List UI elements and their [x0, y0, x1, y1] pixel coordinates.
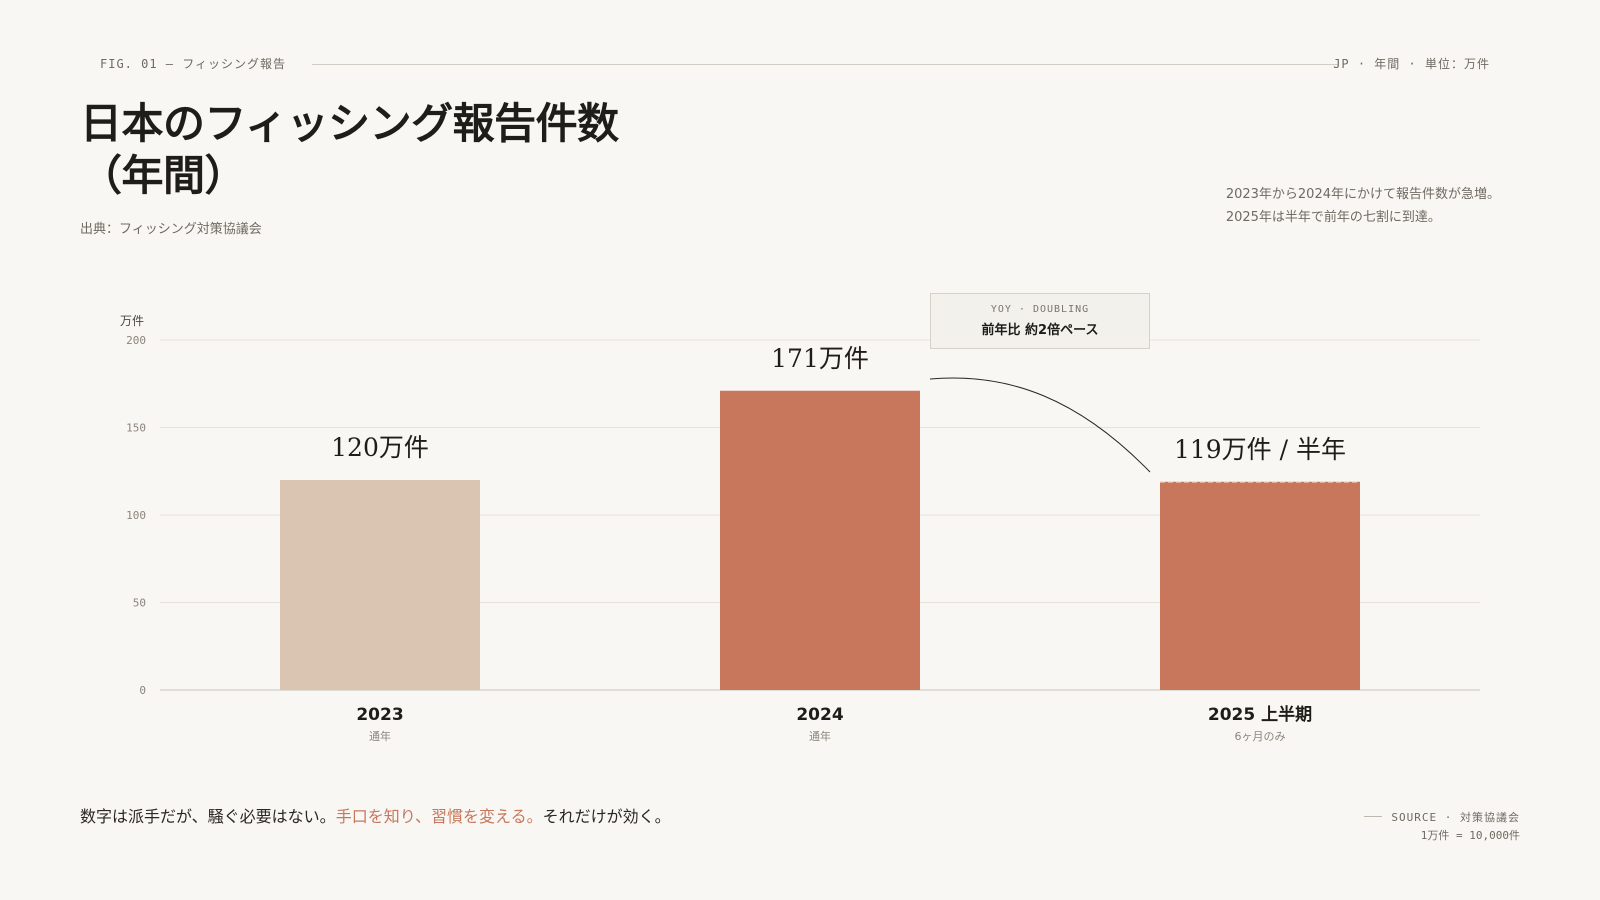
footer-unit-note: 1万件 = 10,000件: [1420, 829, 1520, 842]
figure-label: FIG. 01 — フィッシング報告: [100, 57, 287, 71]
y-tick-label: 150: [126, 422, 146, 435]
tagline-part-1: 数字は派手だが、騒ぐ必要はない。: [80, 807, 336, 826]
chart-labels: 万件 0 50 100 150 200 120万件 2023 通年 171万件 2024 通年 119万…: [120, 314, 1346, 743]
bar-2023: [280, 480, 480, 690]
x-category-label: 2023: [356, 705, 403, 725]
page-title: 日本のフィッシング報告件数 （年間）: [80, 98, 720, 202]
y-tick-label: 0: [139, 684, 146, 697]
y-tick-label: 100: [126, 509, 146, 522]
callout-text: 前年比 約2倍ペース: [981, 323, 1099, 338]
meta-info: JP · 年間 · 単位：万件: [1333, 57, 1490, 71]
chart-bars: [280, 390, 1360, 690]
bar-2024: [720, 390, 920, 690]
tagline-part-2: それだけが効く。: [542, 807, 671, 826]
title-line-1: 日本のフィッシング報告件数: [80, 99, 619, 148]
x-category-sublabel: 通年: [809, 729, 831, 743]
yoy-callout: YOY · DOUBLING 前年比 約2倍ペース: [930, 293, 1150, 349]
bar-2025-上半期: [1160, 481, 1360, 690]
footer-source: SOURCE · 対策協議会: [1391, 811, 1520, 824]
summary-note-line-2: 2025年は半年で前年の七割に到達。: [1225, 210, 1441, 225]
y-tick-label: 50: [133, 597, 146, 610]
summary-note-line-1: 2023年から2024年にかけて報告件数が急増。: [1225, 187, 1500, 202]
bar-value-label: 120万件: [331, 433, 429, 462]
annotation-connector: [929, 377, 1151, 473]
source-credit: 出典：フィッシング対策協議会: [80, 222, 262, 237]
x-category-label: 2025 上半期: [1208, 704, 1312, 725]
y-tick-label: 200: [126, 334, 146, 347]
footer-divider: [1364, 816, 1382, 817]
callout-eyebrow: YOY · DOUBLING: [990, 304, 1090, 315]
bar-value-label: 119万件 / 半年: [1174, 435, 1346, 464]
bar-value-label: 171万件: [771, 344, 869, 373]
tagline-highlight: 手口を知り、習慣を変える。: [335, 807, 543, 826]
y-axis-unit-label: 万件: [120, 314, 144, 328]
summary-note: 2023年から2024年にかけて報告件数が急増。 2025年は半年で前年の七割に…: [1226, 183, 1500, 229]
top-divider: [312, 64, 1338, 65]
closing-tagline: 数字は派手だが、騒ぐ必要はない。手口を知り、習慣を変える。それだけが効く。: [80, 803, 671, 827]
title-line-2: （年間）: [80, 151, 247, 200]
x-category-label: 2024: [796, 705, 843, 725]
x-category-sublabel: 6ヶ月のみ: [1235, 730, 1286, 743]
x-category-sublabel: 通年: [369, 729, 391, 743]
